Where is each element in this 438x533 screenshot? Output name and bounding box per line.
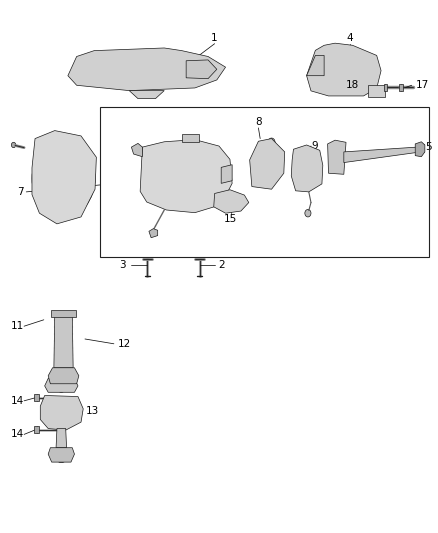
Circle shape [171,65,175,70]
Text: 13: 13 [85,407,99,416]
Circle shape [303,164,310,172]
Text: 8: 8 [255,117,262,127]
Text: 14: 14 [11,430,24,439]
Circle shape [322,47,357,90]
Circle shape [32,140,95,217]
Polygon shape [45,378,78,392]
Circle shape [41,151,86,206]
Circle shape [169,62,177,73]
Polygon shape [48,368,79,384]
Circle shape [96,66,101,72]
Text: 4: 4 [346,33,353,43]
Circle shape [56,379,67,392]
Polygon shape [129,91,164,99]
Circle shape [178,155,212,196]
Text: 5: 5 [425,142,431,152]
Circle shape [191,170,199,181]
Polygon shape [140,140,232,213]
Text: 11: 11 [11,321,24,331]
Bar [384,84,387,91]
Circle shape [334,61,345,76]
Polygon shape [40,395,83,430]
Polygon shape [182,134,199,142]
Circle shape [11,142,16,148]
Circle shape [268,138,275,147]
Circle shape [185,164,205,187]
Polygon shape [291,145,323,192]
Text: 7: 7 [18,187,24,197]
Circle shape [51,399,72,424]
Polygon shape [368,85,385,97]
Circle shape [57,170,71,187]
Text: 12: 12 [118,339,131,349]
Polygon shape [186,60,217,79]
Polygon shape [68,48,226,91]
Polygon shape [307,43,381,96]
Circle shape [331,151,343,166]
Polygon shape [32,131,96,224]
Circle shape [93,63,104,76]
Text: 17: 17 [416,80,429,90]
Circle shape [54,446,68,463]
Text: 1: 1 [211,33,218,43]
Polygon shape [328,140,346,174]
Polygon shape [250,139,285,189]
Circle shape [58,369,69,382]
Polygon shape [48,448,74,462]
Circle shape [56,405,67,418]
Polygon shape [34,394,39,401]
Circle shape [263,158,271,167]
Text: 9: 9 [311,141,318,151]
Polygon shape [34,426,39,433]
Text: 3: 3 [120,261,126,270]
Circle shape [57,170,71,187]
Polygon shape [54,314,73,368]
Bar [399,84,403,91]
Text: 2: 2 [218,261,225,270]
Polygon shape [51,310,76,317]
Circle shape [305,209,311,217]
Polygon shape [214,190,249,213]
Polygon shape [221,165,232,183]
Polygon shape [307,55,324,76]
Circle shape [41,151,86,206]
Circle shape [50,163,77,195]
Polygon shape [56,429,67,448]
Text: 18: 18 [346,80,359,90]
Circle shape [300,159,314,176]
Text: 14: 14 [11,396,24,406]
Polygon shape [415,142,425,157]
Polygon shape [149,229,158,238]
Text: 15: 15 [224,214,237,224]
Polygon shape [131,143,142,157]
Circle shape [328,54,351,83]
Circle shape [259,153,275,172]
Polygon shape [344,147,417,163]
Text: 16: 16 [180,142,193,152]
Bar [100,107,429,257]
Circle shape [50,163,77,195]
